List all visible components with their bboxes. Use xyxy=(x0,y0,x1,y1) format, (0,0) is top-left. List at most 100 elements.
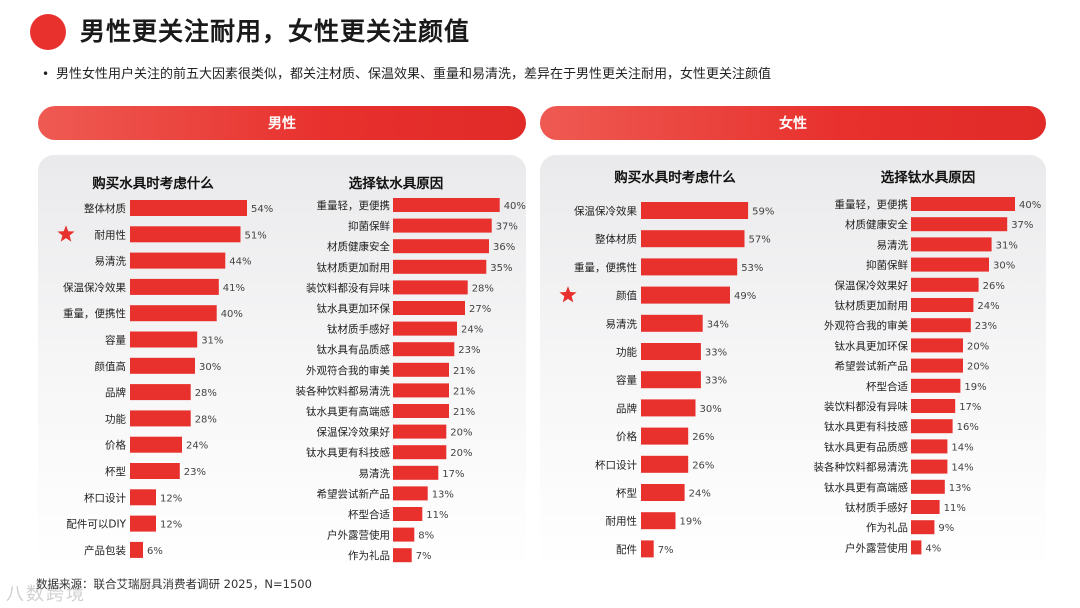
value-label: 20% xyxy=(450,448,472,459)
value-label: 28% xyxy=(472,283,494,294)
category-label: 易清洗 xyxy=(606,317,638,330)
value-label: 20% xyxy=(450,428,472,439)
value-label: 13% xyxy=(432,489,454,500)
value-label: 24% xyxy=(186,441,208,452)
category-label: 材质健康安全 xyxy=(845,218,908,231)
highlight-star-icon xyxy=(57,225,75,242)
summary-text: 男性女性用户关注的前五大因素很类似，都关注材质、保温效果、重量和易清洗，差异在于… xyxy=(56,67,772,82)
category-label: 杯型 xyxy=(616,487,637,500)
bar xyxy=(393,301,465,315)
bar xyxy=(911,277,979,292)
bar xyxy=(393,383,449,398)
bar xyxy=(393,239,489,254)
value-label: 24% xyxy=(461,325,483,336)
bar xyxy=(911,217,1008,232)
category-label: 易清洗 xyxy=(877,238,909,251)
bar xyxy=(393,280,468,295)
value-label: 20% xyxy=(967,341,989,352)
value-label: 37% xyxy=(1011,220,1033,231)
value-label: 20% xyxy=(967,362,989,373)
bar xyxy=(393,424,447,439)
bar xyxy=(641,512,676,530)
category-label: 钛水具更有高端感 xyxy=(306,405,390,418)
source-prefix: 数据来源： xyxy=(36,577,94,591)
value-label: 21% xyxy=(453,386,475,397)
value-label: 21% xyxy=(453,366,475,377)
value-label: 34% xyxy=(707,319,729,330)
title-dot xyxy=(30,14,66,50)
bar xyxy=(911,298,974,312)
bar xyxy=(641,258,738,276)
bar xyxy=(641,427,689,445)
chart-title: 选择钛水具原因 xyxy=(881,169,976,186)
value-label: 30% xyxy=(199,362,221,373)
category-label: 耐用性 xyxy=(95,228,127,241)
category-label: 钛材质手感好 xyxy=(845,501,908,514)
value-label: 19% xyxy=(680,517,702,528)
category-label: 户外露营使用 xyxy=(327,529,390,542)
bar xyxy=(130,436,182,453)
category-label: 保温保冷效果 xyxy=(574,205,637,218)
chart-title: 选择钛水具原因 xyxy=(349,175,444,192)
value-label: 40% xyxy=(504,201,526,212)
bar xyxy=(393,321,457,336)
female-panel-label: 女性 xyxy=(779,116,807,132)
value-label: 6% xyxy=(147,546,163,557)
bar xyxy=(393,507,423,521)
category-label: 作为礼品 xyxy=(866,521,908,534)
bar xyxy=(393,465,439,480)
category-label: 颜值高 xyxy=(95,360,127,373)
category-label: 耐用性 xyxy=(606,515,638,528)
bar xyxy=(641,399,696,417)
bar xyxy=(641,314,703,332)
category-label: 杯型 xyxy=(105,465,126,478)
bar xyxy=(130,226,241,243)
category-label: 保温保冷效果好 xyxy=(835,279,909,292)
value-label: 8% xyxy=(418,531,434,542)
category-label: 重量轻，更便携 xyxy=(835,198,909,211)
bar xyxy=(393,259,487,274)
value-label: 24% xyxy=(977,301,999,312)
category-label: 重量轻，更便携 xyxy=(317,199,391,212)
category-label: 容量 xyxy=(616,374,637,387)
bar xyxy=(393,198,500,212)
bar xyxy=(130,200,247,216)
value-label: 30% xyxy=(993,261,1015,272)
category-label: 品牌 xyxy=(105,386,126,399)
category-label: 整体材质 xyxy=(84,202,126,215)
category-label: 户外露营使用 xyxy=(845,541,908,554)
category-label: 品牌 xyxy=(616,402,637,415)
bar xyxy=(393,527,415,542)
category-label: 钛水具更有科技感 xyxy=(824,420,908,433)
bar xyxy=(641,343,701,360)
value-label: 28% xyxy=(195,414,217,425)
page-title: 男性更关注耐用，女性更关注颜值 xyxy=(80,17,471,46)
category-label: 希望尝试新产品 xyxy=(317,487,391,500)
category-label: 价格 xyxy=(105,439,126,452)
value-label: 16% xyxy=(957,422,979,433)
value-label: 14% xyxy=(951,442,973,453)
bar xyxy=(641,484,685,501)
category-label: 杯口设计 xyxy=(84,491,126,504)
bar xyxy=(130,305,217,322)
bar xyxy=(911,318,971,333)
bar xyxy=(911,197,1015,211)
bar xyxy=(911,500,940,514)
bar xyxy=(641,286,730,304)
category-label: 作为礼品 xyxy=(348,549,390,562)
bar xyxy=(130,384,191,401)
bar xyxy=(911,419,953,434)
bar xyxy=(911,439,948,454)
chart-title: 购买水具时考虑什么 xyxy=(614,169,736,186)
female-panel-header: 女性 xyxy=(540,106,1046,140)
category-label: 钛水具更加环保 xyxy=(317,302,391,315)
source-note: 数据来源：联合艾瑞厨具消费者调研 2025，N=1500 xyxy=(36,576,312,592)
bar xyxy=(911,338,963,353)
category-label: 外观符合我的审美 xyxy=(306,364,390,377)
bar xyxy=(911,459,948,474)
category-label: 功能 xyxy=(616,346,637,359)
category-label: 钛水具更加环保 xyxy=(835,339,909,352)
category-label: 外观符合我的审美 xyxy=(824,319,908,332)
male-panel-header: 男性 xyxy=(38,106,526,140)
